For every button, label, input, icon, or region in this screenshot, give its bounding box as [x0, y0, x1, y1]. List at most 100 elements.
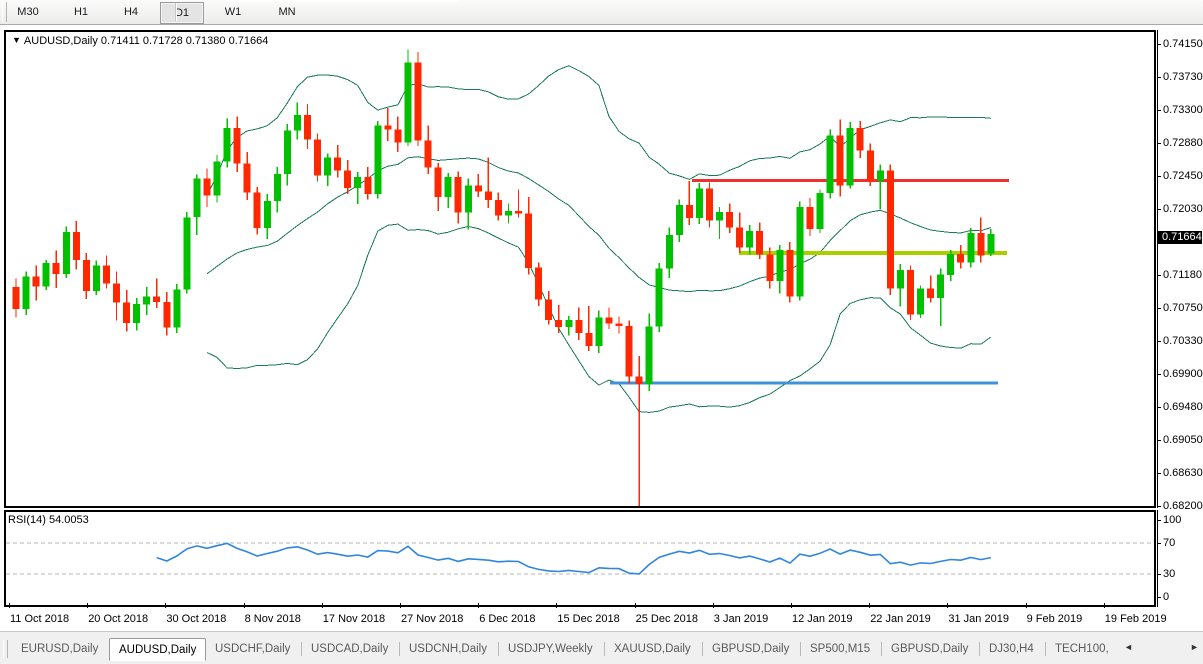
rsi-tick-label: 70 — [1163, 537, 1176, 550]
timeframe-button-h4[interactable]: H4 — [123, 6, 139, 18]
price-scale[interactable]: 0.74150 0.73730 0.73300 0.72880 0.72450 0.720… — [1157, 30, 1203, 512]
price-chart-canvas[interactable] — [6, 32, 1154, 506]
time-tick-mark — [712, 603, 714, 608]
price-tick-mark — [1157, 76, 1161, 78]
time-tick-label: 17 Nov 2018 — [322, 613, 386, 625]
rsi-tick-mark — [1157, 520, 1161, 521]
timeframe-toolbar: M30 H1 H4 D1 W1 MN — [0, 0, 1203, 25]
tabbar-grip[interactable] — [3, 640, 8, 658]
chart-tab-usdcnh-daily[interactable]: USDCNH,Daily — [409, 643, 487, 655]
time-tick-label: 30 Oct 2018 — [166, 613, 227, 625]
chart-tab-gbpusd-daily[interactable]: GBPUSD,Daily — [891, 643, 969, 655]
time-tick-mark — [1025, 603, 1027, 608]
time-tick-mark — [478, 603, 480, 608]
rsi-header-text: RSI(14) 54.0053 — [8, 514, 89, 526]
price-tick-mark — [1157, 176, 1161, 177]
chart-tab-separator — [604, 642, 605, 656]
price-tick-mark — [1157, 472, 1161, 474]
rsi-scale-axis-line — [1157, 510, 1158, 607]
price-tick-label: 0.70330 — [1163, 334, 1203, 347]
chart-tab-bar: EURUSD,Daily AUDUSD,Daily USDCHF,Daily USDC… — [0, 631, 1203, 664]
time-tick-label: 22 Jan 2019 — [870, 613, 931, 625]
chart-tab-separator — [979, 642, 980, 656]
time-tick-label: 15 Dec 2018 — [557, 613, 620, 625]
time-tick-mark — [634, 603, 636, 608]
time-tick-mark — [1103, 603, 1105, 608]
timeframe-button-h1[interactable]: H1 — [73, 6, 89, 18]
chart-tab-separator — [498, 642, 499, 656]
price-tick-mark — [1157, 142, 1161, 144]
timeframe-button-d1[interactable]: D1 — [160, 2, 204, 24]
rsi-tick-mark — [1157, 573, 1161, 575]
time-tick-label: 31 Jan 2019 — [948, 613, 1009, 625]
price-tick-mark — [1157, 308, 1161, 309]
chart-tab-sp500-m15[interactable]: SP500,M15 — [810, 643, 871, 655]
rsi-indicator-panel[interactable] — [4, 510, 1156, 607]
chart-tab-separator — [301, 642, 302, 656]
timeframe-button-w1[interactable]: W1 — [224, 6, 242, 18]
tab-scroll-left-icon[interactable]: ◄ — [1124, 642, 1133, 652]
price-tick-mark — [1157, 110, 1161, 111]
rsi-tick-mark — [1157, 543, 1161, 545]
time-tick-label: 6 Dec 2018 — [479, 613, 536, 625]
rsi-tick-label: 100 — [1163, 514, 1182, 526]
toolbar-grip[interactable] — [2, 2, 7, 22]
time-tick-label: 11 Oct 2018 — [10, 613, 70, 625]
chart-tab-tech100[interactable]: TECH100, — [1055, 643, 1109, 655]
price-tick-label: 0.72030 — [1163, 202, 1203, 215]
chart-tab-usdcad-daily[interactable]: USDCAD,Daily — [311, 643, 389, 655]
price-tick-mark — [1157, 44, 1161, 45]
rsi-scale[interactable]: 100 70 30 0 — [1157, 510, 1203, 607]
time-tick-mark — [400, 603, 401, 608]
time-tick-mark — [791, 603, 792, 608]
time-tick-mark — [9, 603, 10, 608]
price-tick-label: 0.72880 — [1163, 136, 1203, 149]
chart-area: ▼ AUDUSD,Daily 0.71411 0.71728 0.71380 0.… — [0, 25, 1203, 631]
price-tick-mark — [1157, 506, 1161, 507]
price-tick-mark — [1157, 208, 1161, 210]
price-tick-mark — [1157, 374, 1161, 375]
price-tick-label: 0.71180 — [1163, 268, 1202, 281]
price-tick-mark — [1157, 406, 1161, 408]
price-tick-label: 0.73730 — [1163, 70, 1203, 83]
time-tick-mark — [556, 603, 558, 608]
chart-tab-audusd-daily[interactable]: AUDUSD,Daily — [109, 638, 206, 661]
chart-tab-usdchf-daily[interactable]: USDCHF,Daily — [215, 643, 291, 655]
chart-tab-separator — [800, 642, 801, 656]
time-tick-label: 25 Dec 2018 — [635, 613, 698, 625]
rsi-tick-mark — [1157, 597, 1161, 598]
toolbar-gap — [228, 0, 458, 2]
time-scale[interactable]: 11 Oct 2018 20 Oct 2018 30 Oct 2018 8 Nov 2… — [4, 603, 1167, 630]
price-tick-label: 0.69480 — [1163, 400, 1203, 413]
time-tick-label: 8 Nov 2018 — [244, 613, 301, 625]
time-tick-mark — [947, 603, 949, 608]
chart-tab-xauusd-daily[interactable]: XAUUSD,Daily — [614, 643, 691, 655]
chart-tab-gbpusd-daily[interactable]: GBPUSD,Daily — [712, 643, 790, 655]
rsi-chart-canvas[interactable] — [6, 512, 1154, 605]
tab-scroll-right-icon[interactable]: ► — [1190, 642, 1199, 652]
chart-tab-usdjpy-weekly[interactable]: USDJPY,Weekly — [508, 643, 593, 655]
chart-tab-list: EURUSD,Daily AUDUSD,Daily USDCHF,Daily USDC… — [0, 638, 1203, 662]
price-chart-header-text: AUDUSD,Daily 0.71411 0.71728 0.71380 0.7… — [23, 35, 269, 47]
chart-tab-dj30-h4[interactable]: DJ30,H4 — [989, 643, 1034, 655]
time-tick-label: 20 Oct 2018 — [88, 613, 149, 625]
timeframe-button-mn[interactable]: MN — [278, 6, 296, 18]
time-tick-label: 9 Feb 2019 — [1026, 613, 1083, 625]
rsi-tick-label: 0 — [1163, 591, 1170, 603]
time-tick-mark — [321, 603, 323, 608]
time-tick-label: 12 Jan 2019 — [792, 613, 853, 625]
price-tick-label: 0.68200 — [1163, 500, 1203, 512]
chart-tab-separator — [1045, 642, 1046, 656]
price-chart-header: ▼ AUDUSD,Daily 0.71411 0.71728 0.71380 0.… — [12, 35, 268, 47]
price-tick-label: 0.69900 — [1163, 368, 1203, 380]
timeframe-button-m30[interactable]: M30 — [17, 6, 39, 18]
price-tick-label: 0.73300 — [1163, 104, 1203, 116]
price-tick-label: 0.70750 — [1163, 302, 1203, 314]
time-tick-mark — [243, 603, 245, 608]
price-chart-panel[interactable]: ▼ AUDUSD,Daily 0.71411 0.71728 0.71380 0.… — [4, 30, 1156, 508]
chart-tab-separator — [881, 642, 882, 656]
collapse-icon[interactable]: ▼ — [12, 35, 21, 45]
price-tick-label: 0.68630 — [1163, 466, 1203, 479]
chart-tab-eurusd-daily[interactable]: EURUSD,Daily — [21, 643, 99, 655]
